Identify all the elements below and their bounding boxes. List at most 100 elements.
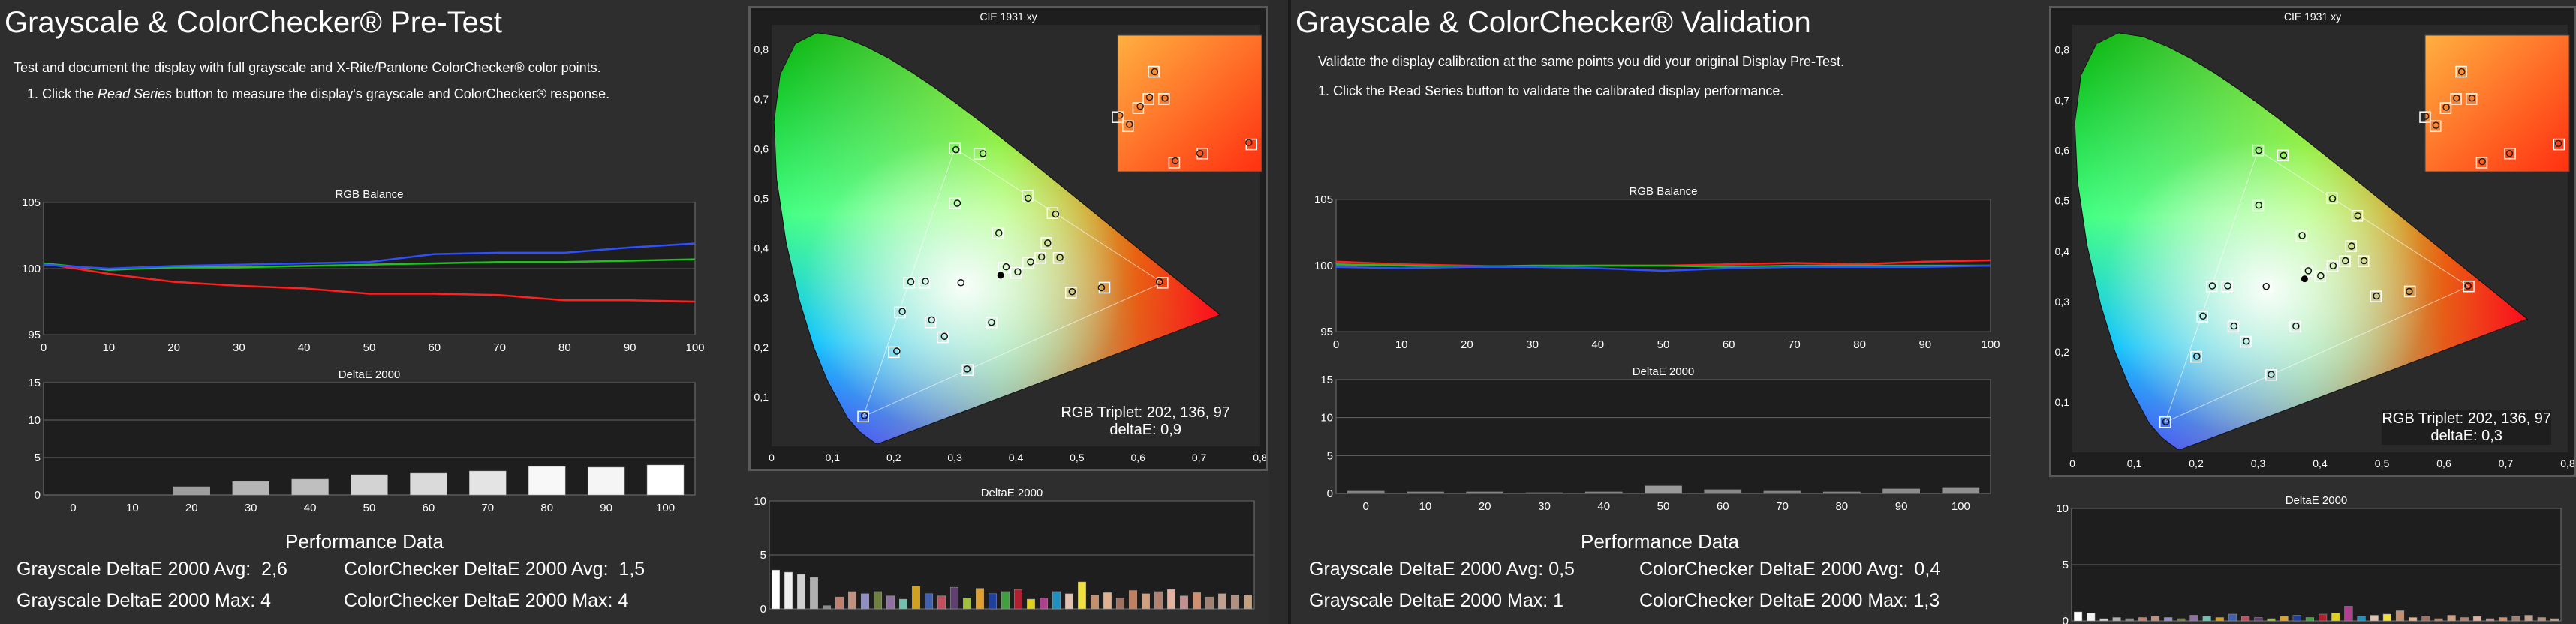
inset-measured [1196,149,1204,158]
bar [988,593,998,610]
bar [796,574,806,610]
measured-point [2317,272,2325,280]
inset-target [1132,102,1145,114]
x-tick-label: 10 [1419,500,1432,513]
bar [949,586,959,610]
pretest-step-prefix: 1. Click the [27,86,98,101]
inset-measured [2554,140,2562,148]
bar [1466,491,1504,494]
pretest-cc-max-label: ColorChecker DeltaE 2000 Max: [344,590,613,611]
chart-title: CIE 1931 xy [2284,10,2341,22]
bar [2550,618,2559,622]
bar [232,481,269,496]
measured-point [2268,370,2275,378]
pretest-step: 1. Click the Read Series button to measu… [27,86,609,102]
measured-point [940,332,949,340]
inset-target [1148,65,1160,78]
y-tick-label: 10 [28,414,41,427]
validation-readout-deltae: deltaE: 0,3 [2430,428,2502,444]
y-tick-label: 15 [28,376,41,389]
x-tick-label: 0 [2069,458,2075,470]
x-tick-label: 40 [304,502,317,514]
read-series-button-label: Read Series [98,86,173,101]
x-tick-label: 80 [558,341,571,354]
measured-point [952,146,960,154]
x-tick-label: 70 [481,502,494,514]
measured-point [1002,262,1010,271]
validation-gray-max-label: Grayscale DeltaE 2000 Max: [1309,590,1548,611]
target-point [888,346,900,358]
target-point [2277,149,2289,162]
bar [2241,616,2250,622]
target-point [2227,320,2240,333]
bar [1525,492,1563,494]
bar [1052,591,1061,610]
pretest-gray-avg-label: Grayscale DeltaE 2000 Avg: [17,559,251,580]
target-point [2314,270,2326,283]
x-tick-label: 30 [1538,500,1551,513]
pretest-cc-avg-label: ColorChecker DeltaE 2000 Avg: [344,559,609,580]
target-point [992,226,1004,239]
y-tick-label: 0 [760,603,766,616]
bar [1763,490,1801,494]
validation-cc-avg-value: 0,4 [1914,559,1941,580]
bar [2421,616,2430,622]
y-tick-label: 105 [22,196,41,209]
x-tick-label: 0,6 [1131,452,1146,464]
y-tick-label: 0,5 [2055,195,2070,207]
validation-grayscale-deltae-chart: DeltaE 2000 0 5 10 15 0 10 20 30 40 50 60 70 80 90 100 [1320,365,1991,513]
target-point [2295,230,2307,242]
measured-point [953,200,961,207]
measured-point [1025,194,1032,202]
measured-point [1014,268,1022,276]
bar [2267,618,2276,622]
inset-target [1157,93,1170,105]
bar [587,466,625,496]
validation-gray-avg-label: Grayscale DeltaE 2000 Avg: [1309,559,1544,580]
y-tick-label: 15 [1320,374,1333,386]
x-tick-label: 30 [1526,338,1539,351]
pretest-rgb-triplet: RGB Triplet: 202, 136, 97 [1061,404,1230,421]
inset-measured [2505,149,2514,158]
x-tick-label: 70 [493,341,506,354]
target-point [956,277,969,290]
target-point [2345,240,2357,252]
bar [1154,591,1163,610]
bar [1166,589,1176,610]
pretest-cc-chart-area: DeltaE 2000 0 5 10 [754,487,1255,616]
measured-point [2354,212,2362,220]
target-point [918,277,931,289]
y-tick-label: 105 [1314,194,1333,206]
bar [822,605,832,610]
measured-point [893,347,901,355]
target-point [1064,286,1077,298]
bar [2215,617,2224,622]
x-tick-label: 50 [363,502,376,514]
x-tick-label: 0 [1362,500,1368,513]
bar [2499,617,2508,622]
target-point [2358,255,2370,267]
inset-measured [1136,102,1144,110]
series-line [1335,264,1991,272]
x-tick-label: 100 [656,502,675,514]
chart-title: DeltaE 2000 [981,487,1043,500]
bar [2254,617,2263,622]
inset-target [2429,120,2442,133]
bar [2189,615,2198,622]
bar [1128,590,1138,610]
x-tick-label: 80 [1835,500,1848,513]
measured-point [2342,256,2349,265]
inset-measured [1126,121,1133,128]
bar [2409,617,2418,622]
y-tick-label: 10 [1320,412,1333,424]
y-tick-label: 0,6 [2055,145,2070,157]
bar [937,596,946,610]
bar [2074,611,2083,622]
target-point [857,410,869,423]
x-tick-label: 90 [600,502,612,514]
chart-title: DeltaE 2000 [339,368,401,381]
validation-rgb-balance-chart: RGB Balance 95 100 105 0 10 20 30 40 50 60 70 80 90 10… [1314,185,2000,351]
bar [2382,614,2391,622]
